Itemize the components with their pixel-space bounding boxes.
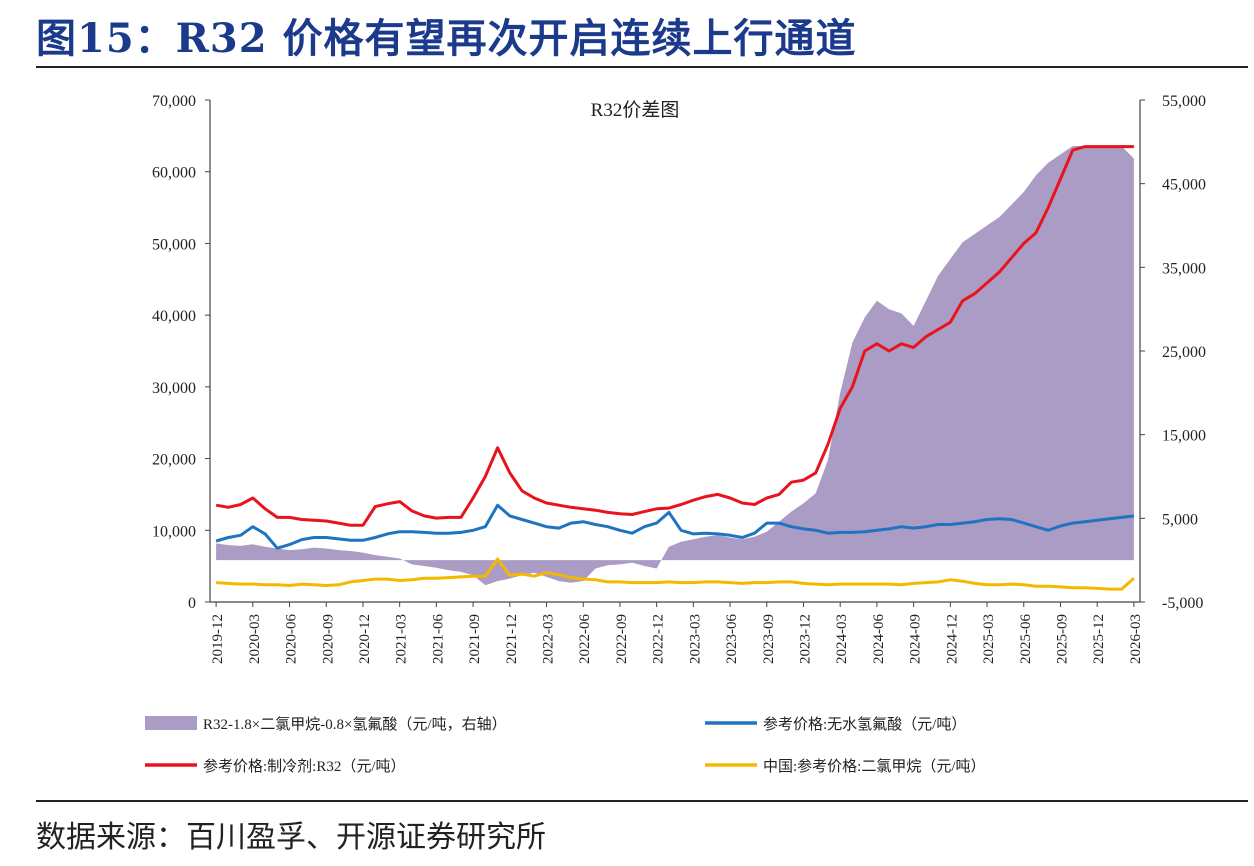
x-tick-label: 2023-06 <box>724 614 740 664</box>
x-tick-label: 2023-12 <box>797 614 813 664</box>
x-tick-label: 2020-12 <box>357 614 373 664</box>
left-tick-label: 20,000 <box>152 452 196 469</box>
x-tick-label: 2021-12 <box>504 614 520 664</box>
x-tick-label: 2024-03 <box>834 614 850 664</box>
left-tick-label: 30,000 <box>152 380 196 397</box>
figure-title: 图15：R32 价格有望再次开启连续上行通道 <box>36 15 857 62</box>
x-tick-label: 2023-09 <box>761 614 777 664</box>
legend-label: 中国:参考价格:二氯甲烷（元/吨） <box>763 758 986 775</box>
x-tick-label: 2020-06 <box>284 614 300 664</box>
right-tick-label: 55,000 <box>1162 93 1206 110</box>
legend-label: R32-1.8×二氯甲烷-0.8×氢氟酸（元/吨，右轴） <box>203 716 507 733</box>
x-tick-label: 2020-03 <box>247 614 263 664</box>
left-tick-label: 10,000 <box>152 523 196 540</box>
area-series-spread <box>216 146 1134 586</box>
x-tick-label: 2025-06 <box>1018 614 1034 664</box>
x-tick-label: 2026-03 <box>1128 614 1144 664</box>
x-tick-label: 2023-03 <box>687 614 703 664</box>
r32-spread-chart: 0 10,000 20,000 30,000 40,000 50,000 60,000 70,… <box>145 93 1206 775</box>
x-tick-label: 2024-12 <box>944 614 960 664</box>
x-tick-label: 2025-09 <box>1054 614 1070 664</box>
x-tick-label: 2021-09 <box>467 614 483 664</box>
x-tick-label: 2020-09 <box>320 614 336 664</box>
right-tick-label: 25,000 <box>1162 344 1206 361</box>
right-tick-label: 35,000 <box>1162 260 1206 277</box>
line-series-2 <box>215 145 1134 527</box>
left-tick-label: 40,000 <box>152 308 196 325</box>
source-divider <box>36 800 1248 802</box>
x-tick-label: 2025-12 <box>1091 614 1107 664</box>
left-tick-label: 70,000 <box>152 93 196 110</box>
x-tick-label: 2022-03 <box>541 614 557 664</box>
right-tick-label: 15,000 <box>1162 428 1206 445</box>
line-series-3 <box>216 557 1135 591</box>
right-tick-label: -5,000 <box>1162 595 1203 612</box>
x-tick-label: 2019-12 <box>210 614 226 664</box>
legend-label: 参考价格:无水氢氟酸（元/吨） <box>763 716 966 733</box>
x-tick-label: 2024-09 <box>908 614 924 664</box>
left-tick-label: 60,000 <box>152 165 196 182</box>
right-tick-label: 5,000 <box>1162 511 1198 528</box>
legend-label: 参考价格:制冷剂:R32（元/吨） <box>203 758 406 775</box>
chart-title: R32价差图 <box>591 99 680 121</box>
title-divider <box>36 66 1248 68</box>
right-tick-label: 45,000 <box>1162 177 1206 194</box>
x-tick-label: 2024-06 <box>871 614 887 664</box>
legend-swatch-area <box>145 716 197 730</box>
x-tick-label: 2022-12 <box>651 614 667 664</box>
source-note: 数据来源：百川盈孚、开源证券研究所 <box>36 820 546 855</box>
x-tick-label: 2022-09 <box>614 614 630 664</box>
x-tick-label: 2021-06 <box>430 614 446 664</box>
left-tick-label: 0 <box>188 595 196 612</box>
x-tick-label: 2021-03 <box>394 614 410 664</box>
x-tick-label: 2025-03 <box>981 614 997 664</box>
x-tick-label: 2022-06 <box>577 614 593 664</box>
left-tick-label: 50,000 <box>152 236 196 253</box>
line-series-1 <box>215 503 1135 550</box>
